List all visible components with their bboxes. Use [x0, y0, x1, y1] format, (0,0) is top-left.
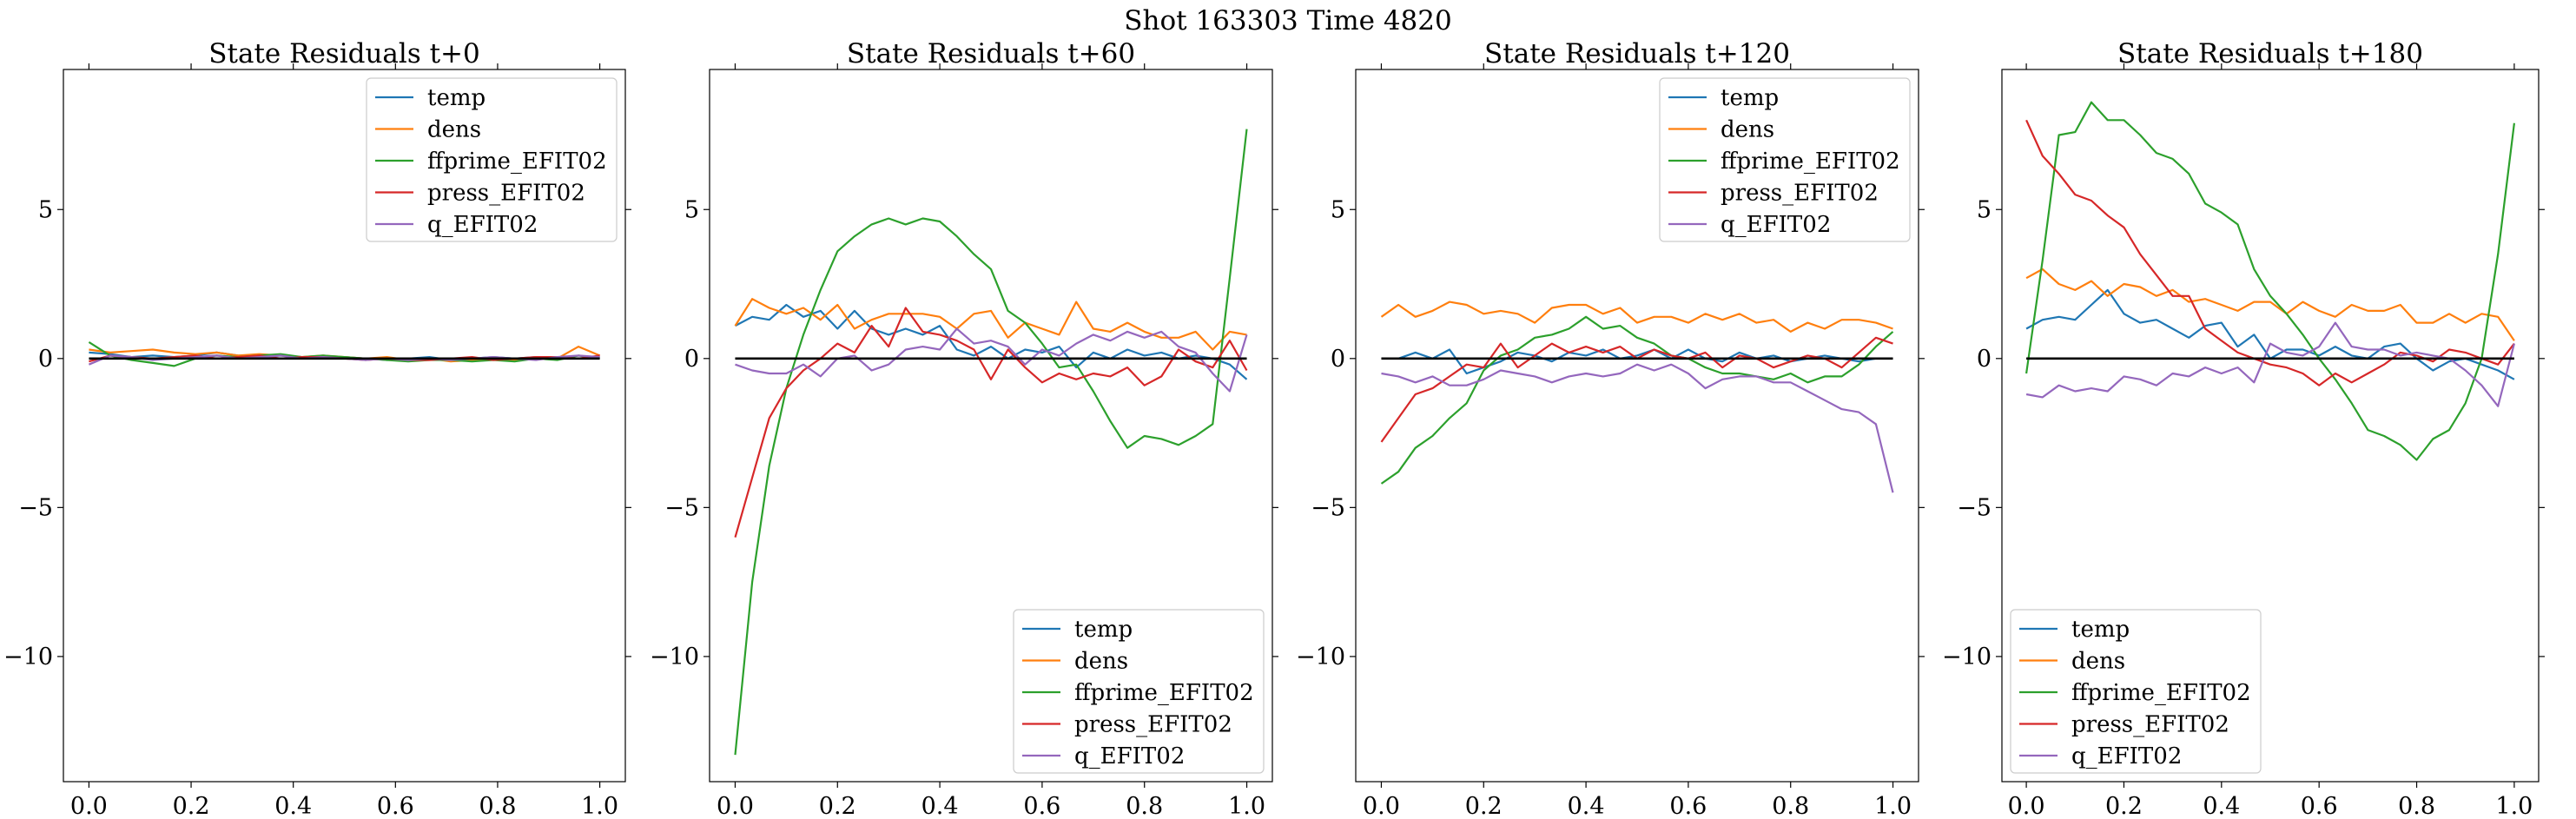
- y-tick-label: 0: [38, 346, 53, 373]
- legend-label-temp: temp: [427, 85, 485, 111]
- legend-label-temp: temp: [1074, 617, 1133, 643]
- legend-label-q-efit02: q_EFIT02: [2071, 743, 2182, 769]
- legend: temp dens ffprime_EFIT02 press_EFIT02 q_EFIT…: [366, 77, 618, 242]
- series-line-q-efit02: [2025, 321, 2515, 407]
- legend-frame: [1659, 77, 1911, 242]
- legend: temp dens ffprime_EFIT02 press_EFIT02 q_EFIT…: [1659, 77, 1911, 242]
- x-tick-label: 0.8: [479, 793, 516, 819]
- legend-label-ffprime-efit02: ffprime_EFIT02: [1721, 149, 1900, 175]
- legend-frame: [2010, 609, 2262, 774]
- legend-label-temp: temp: [2071, 617, 2130, 643]
- y-tick-label: −10: [1296, 644, 1345, 670]
- x-tick-label: 0.6: [1669, 793, 1707, 819]
- y-tick-label: −5: [1957, 494, 1991, 521]
- x-tick-label: 0.4: [274, 793, 312, 819]
- legend-label-press-efit02: press_EFIT02: [427, 181, 585, 207]
- axes-frame: [2001, 69, 2540, 783]
- panel-title: State Residuals t+120: [1484, 38, 1790, 69]
- legend-label-ffprime-efit02: ffprime_EFIT02: [427, 149, 607, 175]
- legend: temp dens ffprime_EFIT02 press_EFIT02 q_EFIT…: [1013, 609, 1265, 774]
- legend-label-ffprime-efit02: ffprime_EFIT02: [1074, 680, 1254, 706]
- legend-label-dens: dens: [427, 117, 481, 143]
- x-tick-label: 0.8: [1772, 793, 1809, 819]
- x-tick-label: 0.8: [1126, 793, 1163, 819]
- legend-label-q-efit02: q_EFIT02: [427, 212, 538, 238]
- x-tick-label: 1.0: [1874, 793, 1912, 819]
- y-tick-label: −10: [650, 644, 699, 670]
- figure-suptitle: Shot 163303 Time 4820: [1124, 5, 1451, 36]
- y-tick-label: −5: [664, 494, 699, 521]
- x-tick-label: 0.6: [1023, 793, 1060, 819]
- y-tick-label: 5: [38, 196, 53, 223]
- x-tick-label: 0.0: [717, 793, 754, 819]
- panel-state-residuals-t60: State Residuals t+60 0.0 0.2 0.4 0.6 0.8 1.0 5 0…: [650, 38, 1278, 819]
- series-line-dens: [1380, 301, 1893, 333]
- legend-label-dens: dens: [1721, 117, 1774, 143]
- x-tick-label: 0.4: [921, 793, 959, 819]
- x-tick-label: 0.0: [70, 793, 108, 819]
- x-tick-label: 0.6: [2301, 793, 2338, 819]
- x-tick-label: 0.0: [2008, 793, 2045, 819]
- panel-state-residuals-t180: State Residuals t+180 0.0 0.2 0.4 0.6 0.8 1.0 5…: [1942, 38, 2545, 819]
- y-tick-label: −5: [18, 494, 53, 521]
- series-line-dens: [734, 298, 1247, 351]
- y-tick-label: −10: [3, 644, 53, 670]
- legend-label-dens: dens: [1074, 649, 1128, 675]
- series-line-ffprime-efit02: [88, 340, 600, 367]
- x-tick-label: 0.8: [2398, 793, 2435, 819]
- panel-title: State Residuals t+60: [847, 38, 1135, 69]
- series-line-press-efit02: [1380, 336, 1893, 443]
- x-tick-label: 0.2: [2105, 793, 2143, 819]
- legend-label-press-efit02: press_EFIT02: [1074, 712, 1232, 738]
- panel-state-residuals-t120: State Residuals t+120 0.0 0.2 0.4 0.6 0.8 1.0 5…: [1296, 38, 1925, 819]
- x-tick-label: 0.6: [377, 793, 414, 819]
- y-tick-label: 5: [1331, 196, 1345, 223]
- series-line-press-efit02: [2025, 119, 2515, 386]
- axes-frame: [709, 69, 1273, 783]
- legend-label-q-efit02: q_EFIT02: [1721, 212, 1831, 238]
- x-tick-label: 1.0: [1228, 793, 1265, 819]
- x-tick-label: 0.2: [1465, 793, 1503, 819]
- y-tick-label: −10: [1942, 644, 1991, 670]
- axes-frame: [63, 69, 626, 783]
- legend: temp dens ffprime_EFIT02 press_EFIT02 q_EFIT…: [2010, 609, 2262, 774]
- axes-frame: [1355, 69, 1919, 783]
- series-line-ffprime-efit02: [1380, 315, 1894, 485]
- x-tick-label: 0.0: [1363, 793, 1400, 819]
- x-tick-label: 0.4: [2203, 793, 2240, 819]
- panel-state-residuals-t0: State Residuals t+0 0.0 0.2 0.4 0.6 0.8 1.0 5 0 −…: [3, 38, 631, 819]
- legend-label-ffprime-efit02: ffprime_EFIT02: [2071, 680, 2251, 706]
- x-tick-label: 1.0: [2495, 793, 2533, 819]
- legend-label-press-efit02: press_EFIT02: [2071, 712, 2229, 738]
- legend-label-temp: temp: [1721, 85, 1779, 111]
- y-tick-label: 5: [1977, 196, 1991, 223]
- x-tick-label: 0.4: [1568, 793, 1605, 819]
- legend-label-q-efit02: q_EFIT02: [1074, 743, 1185, 769]
- legend-label-press-efit02: press_EFIT02: [1721, 181, 1879, 207]
- x-tick-label: 1.0: [581, 793, 618, 819]
- series-line-press-efit02: [734, 307, 1248, 538]
- legend-frame: [366, 77, 618, 242]
- series-line-temp: [734, 303, 1248, 380]
- series-line-temp: [2025, 288, 2515, 380]
- series-line-dens: [2025, 267, 2515, 341]
- y-tick-label: 5: [684, 196, 699, 223]
- series-line-q-efit02: [735, 327, 1248, 393]
- panel-title: State Residuals t+0: [208, 38, 479, 69]
- y-tick-label: 0: [1977, 346, 1991, 373]
- y-tick-label: 0: [684, 346, 699, 373]
- legend-frame: [1013, 609, 1265, 774]
- y-tick-label: −5: [1311, 494, 1345, 521]
- series-line-q-efit02: [1381, 363, 1894, 493]
- legend-label-dens: dens: [2071, 649, 2125, 675]
- x-tick-label: 0.2: [819, 793, 856, 819]
- series-line-ffprime-efit02: [2025, 101, 2515, 461]
- y-tick-label: 0: [1331, 346, 1345, 373]
- series-line-ffprime-efit02: [734, 129, 1248, 756]
- panel-title: State Residuals t+180: [2117, 38, 2423, 69]
- x-tick-label: 0.2: [173, 793, 210, 819]
